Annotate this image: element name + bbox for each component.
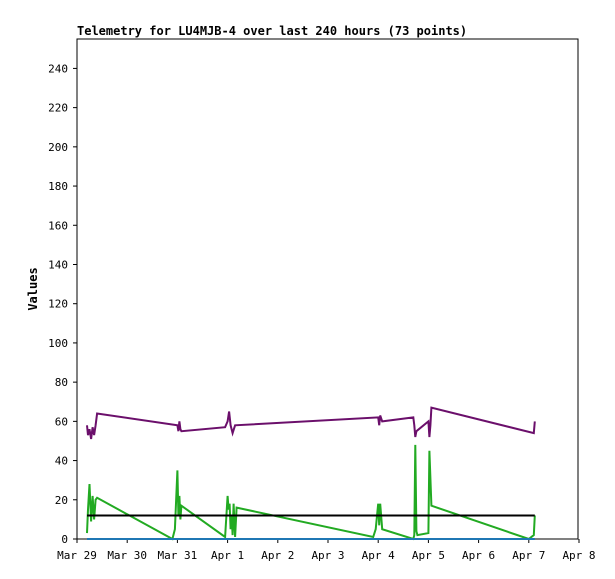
plot-area	[76, 38, 579, 540]
x-tick-label: Apr 6	[462, 549, 495, 562]
y-tick-label: 120	[48, 298, 68, 311]
x-axis: Mar 29 Mar 30 Mar 31 Apr 1 Apr 2 Apr 3 Apr 4 Ap…	[57, 539, 596, 562]
y-tick-label: 40	[55, 455, 68, 468]
x-tick-label: Mar 29	[57, 549, 97, 562]
y-tick-label: 160	[48, 219, 68, 232]
x-tick-label: Mar 31	[158, 549, 198, 562]
y-tick-label: 140	[48, 258, 68, 271]
x-tick-label: Apr 3	[311, 549, 344, 562]
series-line-1	[86, 444, 536, 541]
y-axis-label: Values	[26, 267, 40, 310]
chart-title: Telemetry for LU4MJB-4 over last 240 hou…	[77, 24, 467, 38]
y-tick-label: 20	[55, 494, 68, 507]
y-tick-label: 240	[48, 62, 68, 75]
y-tick-label: 100	[48, 337, 68, 350]
x-tick-label: Apr 7	[512, 549, 545, 562]
series-layer	[86, 406, 536, 541]
y-tick-label: 80	[55, 376, 68, 389]
series-line-0	[86, 406, 536, 440]
y-tick-label: 220	[48, 102, 68, 115]
x-tick-label: Apr 8	[562, 549, 595, 562]
x-tick-label: Mar 30	[107, 549, 147, 562]
y-tick-label: 60	[55, 415, 68, 428]
x-tick-label: Apr 4	[362, 549, 395, 562]
y-tick-label: 0	[61, 533, 68, 546]
y-tick-label: 180	[48, 180, 68, 193]
x-tick-label: Apr 1	[211, 549, 244, 562]
x-tick-label: Apr 5	[412, 549, 445, 562]
x-tick-label: Apr 2	[261, 549, 294, 562]
y-axis: 0 20 40 60 80 100 120 140 160 180 200 220 240	[48, 62, 77, 546]
y-tick-label: 200	[48, 141, 68, 154]
